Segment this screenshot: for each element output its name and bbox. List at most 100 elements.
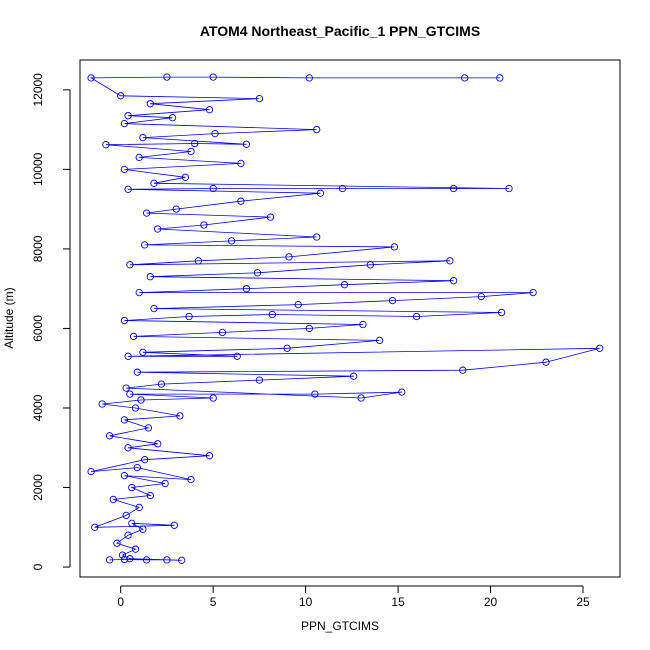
data-point xyxy=(128,519,136,527)
data-point xyxy=(120,471,129,480)
y-axis: 0 2000 4000 6000 8000 10000 12000 xyxy=(31,73,71,570)
data-point xyxy=(142,556,151,564)
y-tick-label: 12000 xyxy=(31,73,45,107)
data-point xyxy=(124,352,132,360)
data-point xyxy=(141,241,149,249)
x-tick-label: 10 xyxy=(299,595,313,609)
data-point xyxy=(237,159,245,168)
data-point xyxy=(133,368,141,376)
data-point xyxy=(109,495,117,504)
data-point xyxy=(366,261,374,269)
data-point xyxy=(268,310,276,319)
y-tick-label: 6000 xyxy=(31,315,45,342)
y-tick-label: 0 xyxy=(31,563,45,570)
data-point xyxy=(205,452,214,460)
data-point xyxy=(87,74,95,82)
series-line xyxy=(89,76,600,561)
data-point xyxy=(120,416,129,424)
y-tick-label: 4000 xyxy=(31,394,45,421)
data-point xyxy=(412,312,421,321)
data-point xyxy=(144,424,153,432)
x-tick-label: 25 xyxy=(576,595,590,609)
data-point xyxy=(126,390,134,398)
data-point xyxy=(124,444,132,452)
data-point xyxy=(311,390,319,398)
data-point xyxy=(596,344,604,352)
data-point xyxy=(118,551,127,559)
data-point xyxy=(120,555,129,564)
data-point xyxy=(218,328,227,337)
data-point xyxy=(209,184,217,193)
data-point xyxy=(120,165,129,174)
data-point xyxy=(128,483,136,492)
data-point xyxy=(398,388,406,396)
data-point xyxy=(294,300,302,309)
data-point xyxy=(449,277,458,285)
data-point xyxy=(461,74,469,82)
data-point xyxy=(102,141,110,149)
data-point xyxy=(137,396,145,404)
data-point xyxy=(172,205,180,213)
x-tick-label: 5 xyxy=(210,595,217,609)
data-point xyxy=(338,184,347,193)
data-point xyxy=(150,304,158,313)
data-point xyxy=(357,394,365,402)
data-point xyxy=(313,233,321,241)
data-point xyxy=(124,531,132,539)
data-point xyxy=(237,197,245,205)
x-axis-label: PPN_GTCIMS xyxy=(301,619,379,633)
x-tick-label: 0 xyxy=(117,595,124,609)
x-tick-label: 15 xyxy=(391,595,405,609)
data-point xyxy=(209,394,217,402)
data-point xyxy=(340,281,349,289)
data-point xyxy=(227,237,236,245)
chart-title: ATOM4 Northeast_Pacific_1 PPN_GTCIMS xyxy=(200,23,480,39)
data-point xyxy=(139,133,147,142)
data-point xyxy=(194,257,203,265)
data-point xyxy=(285,253,293,261)
data-point xyxy=(496,74,504,82)
data-point xyxy=(105,556,114,564)
data-point xyxy=(163,73,171,81)
data-point xyxy=(122,384,130,392)
y-tick-label: 10000 xyxy=(31,152,45,186)
data-point xyxy=(124,185,132,193)
data-point xyxy=(449,184,458,193)
data-point xyxy=(87,467,95,476)
data-point xyxy=(139,525,147,533)
data-point xyxy=(98,400,106,408)
data-point xyxy=(135,288,143,297)
data-point xyxy=(91,523,99,531)
data-point xyxy=(124,112,132,120)
data-point xyxy=(122,511,130,520)
data-point xyxy=(253,269,262,277)
data-point xyxy=(350,372,358,380)
data-point xyxy=(163,556,171,564)
data-point xyxy=(255,94,264,103)
data-point xyxy=(359,320,367,329)
data-point xyxy=(181,173,190,181)
data-point xyxy=(113,539,121,547)
data-point xyxy=(178,556,186,564)
x-tick-label: 20 xyxy=(484,595,498,609)
data-point xyxy=(191,139,199,148)
data-point xyxy=(146,491,154,500)
data-point xyxy=(477,292,485,301)
data-point xyxy=(129,332,138,341)
x-axis: 0 5 10 15 20 25 xyxy=(117,585,590,609)
data-point xyxy=(133,463,141,472)
data-point xyxy=(154,440,162,448)
data-point xyxy=(185,312,193,321)
data-point xyxy=(170,521,178,529)
y-axis-label: Altitude (m) xyxy=(2,287,16,348)
data-point xyxy=(283,344,291,352)
data-point xyxy=(497,308,506,317)
data-point xyxy=(529,288,537,297)
data-point xyxy=(154,225,162,233)
data-point xyxy=(375,336,384,345)
y-tick-label: 2000 xyxy=(31,474,45,501)
data-point xyxy=(305,324,313,333)
data-point xyxy=(139,348,147,356)
data-point xyxy=(446,257,454,265)
